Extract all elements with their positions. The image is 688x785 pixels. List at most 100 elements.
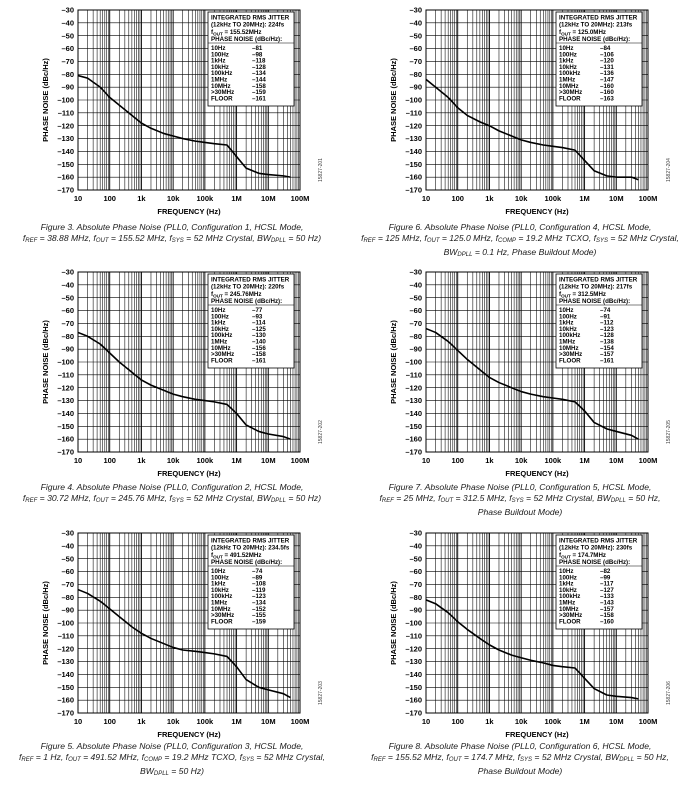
y-tick-label: –100 [57,619,74,628]
figure-5: –30 –40 –50 –60 –70 –80 –90 –100 –110 –120 –130 –14… [0,523,344,785]
legend-fout-value: = 174.7MHz [571,552,606,559]
legend-row-offset: 100Hz [211,313,229,320]
legend-row-offset: 100kHz [559,332,580,339]
y-tick-label: –120 [405,383,422,392]
legend-row-value: –74 [600,307,611,314]
caption-subscript: SYS [596,238,609,244]
legend-row-offset: 10Hz [559,45,573,52]
legend-row-offset: 1MHz [211,77,227,84]
figure-7: –30 –40 –50 –60 –70 –80 –90 –100 –110 –120 –130 –14… [348,262,688,524]
figure-id: 15827-204 [666,158,672,182]
x-tick-label: 1k [137,717,146,726]
legend-row-offset: >30MHz [559,89,582,96]
caption-subscript: OUT [440,498,454,504]
legend-row-value: –144 [252,77,266,84]
legend-row-offset: 1MHz [559,77,575,84]
y-tick-label: –50 [409,31,422,40]
caption-text: = 52 MHz Crystal, BW [523,493,611,503]
legend-fout-value: = 491.52MHz [223,552,262,559]
y-tick-label: –110 [58,631,74,640]
caption-text: = 50 Hz, [625,493,661,503]
y-tick-label: –30 [409,529,422,538]
legend-row-value: –161 [600,357,614,364]
figure-id: 15827-203 [318,681,324,705]
caption-text: = 52 MHz Crystal, BW [532,752,620,762]
legend-box [555,11,643,107]
x-tick-label: 100k [545,194,563,203]
caption-subscript: REF [363,238,376,244]
legend-fout: fOUT = 174.7MHz [559,552,606,560]
caption-text: = 125 MHz, f [375,233,427,243]
caption-subscript: SYS [171,238,184,244]
legend-row-value: –98 [252,51,263,58]
caption-subscript: COMP [144,757,163,763]
x-tick-label: 10 [74,717,82,726]
legend-row-value: –138 [600,339,614,346]
legend-fout-f: f [211,291,214,298]
x-tick-label: 100k [545,717,563,726]
y-tick-label: –170 [57,709,74,718]
x-tick-label: 100k [197,717,215,726]
y-tick-label: –120 [57,383,74,392]
caption-text: f [19,752,22,762]
x-tick-label: 100 [103,194,116,203]
x-tick-label: 100M [291,456,310,465]
legend-box [207,273,295,369]
x-tick-label: 1k [485,456,494,465]
caption-text: = 1 Hz, f [33,752,69,762]
y-tick-label: –70 [409,57,422,66]
y-tick-label: –90 [61,345,74,354]
legend-jitter: (12kHz TO 20MHz): 213fs [559,22,633,29]
y-axis-title: PHASE NOISE (dBc/Hz) [389,320,398,404]
figure-caption: Figure 4. Absolute Phase Noise (PLL0, Co… [0,482,344,507]
legend-fout: fOUT = 125.0MHz [559,29,606,37]
caption-title: Figure 8. Absolute Phase Noise (PLL0, Co… [388,741,652,751]
y-tick-label: –30 [61,6,74,15]
y-tick-label: –110 [58,108,74,117]
caption-line-3: BWDPLL = 0.1 Hz, Phase Buildout Mode) [348,247,688,261]
caption-subscript: REF [25,238,38,244]
legend-fout-f: f [559,291,562,298]
legend-row-offset: 10MHz [211,606,231,613]
legend-row-value: –77 [252,307,263,314]
y-tick-label: –60 [61,44,74,53]
x-axis-title: FREQUENCY (Hz) [157,730,221,739]
legend-row-offset: 100kHz [559,593,580,600]
legend-row-offset: 1kHz [211,581,225,588]
caption-subscript: REF [25,498,38,504]
x-tick-label: 1M [231,717,241,726]
y-tick-label: –100 [405,358,422,367]
x-tick-label: 1k [137,194,146,203]
caption-text: = 52 MHz Crystal, BW [183,233,271,243]
legend-row-offset: 10kHz [559,64,577,71]
y-tick-label: –170 [405,709,422,718]
x-tick-label: 10 [422,456,430,465]
y-tick-label: –40 [61,541,74,550]
legend-box [207,11,295,107]
legend-row-value: –123 [252,593,266,600]
caption-text: = 52 MHz Crystal, [608,233,679,243]
y-tick-label: –130 [57,134,74,143]
y-tick-label: –110 [406,108,422,117]
y-tick-label: –70 [61,57,74,66]
caption-line-2: fREF = 38.88 MHz, fOUT = 155.52 MHz, fSY… [0,233,344,247]
legend-row-offset: 100kHz [211,332,232,339]
legend-row-value: –106 [600,51,614,58]
caption-text: = 25 MHz, f [393,493,441,503]
caption-text: Phase Buildout Mode) [477,766,563,776]
legend-row-value: –136 [600,70,614,77]
y-axis-title: PHASE NOISE (dBc/Hz) [389,58,398,142]
legend-row-offset: 1MHz [211,339,227,346]
legend-fout-f: f [559,552,562,559]
legend-heading: PHASE NOISE (dBc/Hz): [559,298,630,305]
x-tick-label: 1M [579,717,589,726]
y-tick-label: –50 [409,293,422,302]
caption-text: = 155.52 MHz, f [108,233,172,243]
y-tick-label: –100 [57,358,74,367]
caption-subscript: REF [21,757,34,763]
legend-row-offset: 100Hz [211,574,229,581]
y-tick-label: –70 [409,319,422,328]
legend-fout-value: = 312.5MHz [571,291,606,298]
y-tick-label: –130 [405,396,422,405]
y-tick-label: –50 [61,31,74,40]
